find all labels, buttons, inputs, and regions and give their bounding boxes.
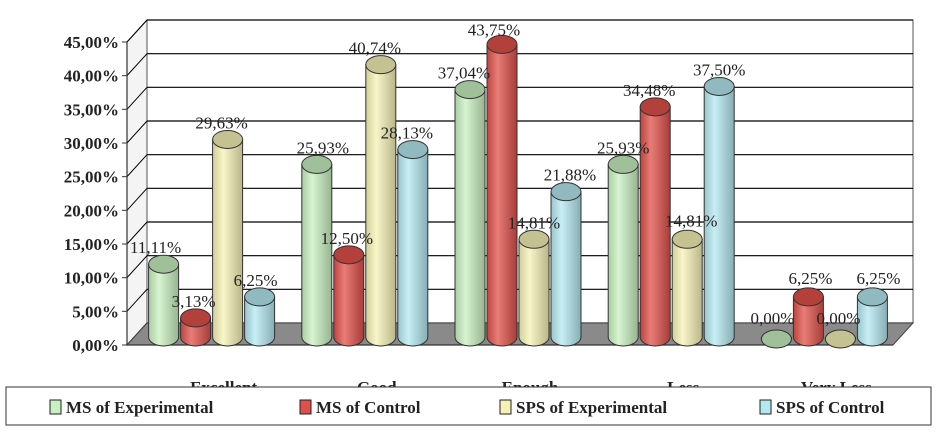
data-label: 14,81% [665,211,717,230]
bar-top [244,287,276,307]
gridline-side [126,187,148,211]
y-axis: 0,00% 5,00% 10,00% 15,00% 20,00% 25,00% 30,00%… [64,33,893,355]
y-tick-label: 45,00% [64,33,119,52]
bar-top [180,308,212,328]
bar-body [486,43,518,347]
bar-top [550,182,582,202]
bar-top [365,55,397,75]
bar-top [301,154,333,174]
legend-label: MS of Experimental [66,398,214,417]
y-tick-label: 15,00% [64,235,119,254]
data-labels: 11,11% 3,13% 29,63% 6,25% 25,93% 12,50% 40,74%… [130,20,900,328]
data-label: 43,75% [468,20,520,39]
gridline-side [126,221,148,245]
data-label: 6,25% [856,269,900,288]
bar-top [148,254,180,274]
legend-box [5,386,932,426]
y-tick-label: 35,00% [64,100,119,119]
y-tick-label: 40,00% [64,67,119,86]
legend-swatch [759,399,772,415]
bar-body [518,238,550,347]
data-label: 28,13% [381,124,433,143]
bar-top [824,329,856,349]
bar-body [703,86,735,347]
legend-swatch [49,399,62,415]
bar-body [301,163,333,347]
legend-label: SPS of Experimental [516,398,667,417]
gridline-side [126,86,148,110]
data-label: 25,93% [597,138,649,157]
bar-top [639,97,671,117]
data-label: 34,48% [623,81,675,100]
data-label: 6,25% [234,271,278,290]
data-label: 37,04% [438,64,490,83]
data-label: 37,50% [693,61,745,80]
side-wall [126,18,148,347]
data-label: 25,93% [297,138,349,157]
bar-body [454,89,486,347]
bar-top [607,154,639,174]
y-tick-label: 10,00% [64,269,119,288]
bar-body [212,138,244,347]
data-label: 21,88% [544,166,596,185]
y-tick-label: 25,00% [64,168,119,187]
y-tick-label: 20,00% [64,201,119,220]
legend-swatch [499,399,512,415]
bar-body [607,163,639,347]
bar-top [212,129,244,149]
bar-top [671,229,703,249]
bar-top [760,329,792,349]
bar-body [550,191,582,347]
legend-label: MS of Control [316,398,421,417]
bar-top [486,34,518,54]
gridline-side [126,19,148,43]
data-label: 0,00% [816,309,860,328]
y-tick-label: 0,00% [72,336,119,355]
bar-top [792,287,824,307]
bar-top [703,77,735,96]
bar-top [518,229,550,249]
legend-swatch [299,399,312,415]
gridline-side [126,255,148,279]
bar-body [333,254,365,347]
bars [148,34,888,349]
data-label: 11,11% [130,238,181,257]
bar-body [365,64,397,347]
gridline-side [126,53,148,77]
data-label: 40,74% [349,39,401,58]
bar-top [397,140,429,160]
gridline-side [126,120,148,144]
bar-top [454,80,486,100]
bar-top [333,245,365,265]
legend: MS of Experimental MS of Control SPS of Ex… [5,386,932,426]
bar-body [671,238,703,347]
gridline-side [126,154,148,178]
bar-body [639,106,671,347]
gridline-side [126,288,148,312]
y-tick-label: 30,00% [64,134,119,153]
bar-body [397,149,429,347]
bar-body [148,263,180,347]
y-tick-label: 5,00% [72,302,119,321]
data-label: 14,81% [508,213,560,232]
data-label: 0,00% [750,309,794,328]
data-label: 29,63% [195,113,247,132]
data-label: 6,25% [788,269,832,288]
data-label: 12,50% [321,229,373,248]
bar-body [244,296,276,347]
bar-body [792,296,824,347]
bar-top [856,287,888,307]
bar-body [856,296,888,347]
legend-label: SPS of Control [776,398,885,417]
data-label: 3,13% [172,292,216,311]
